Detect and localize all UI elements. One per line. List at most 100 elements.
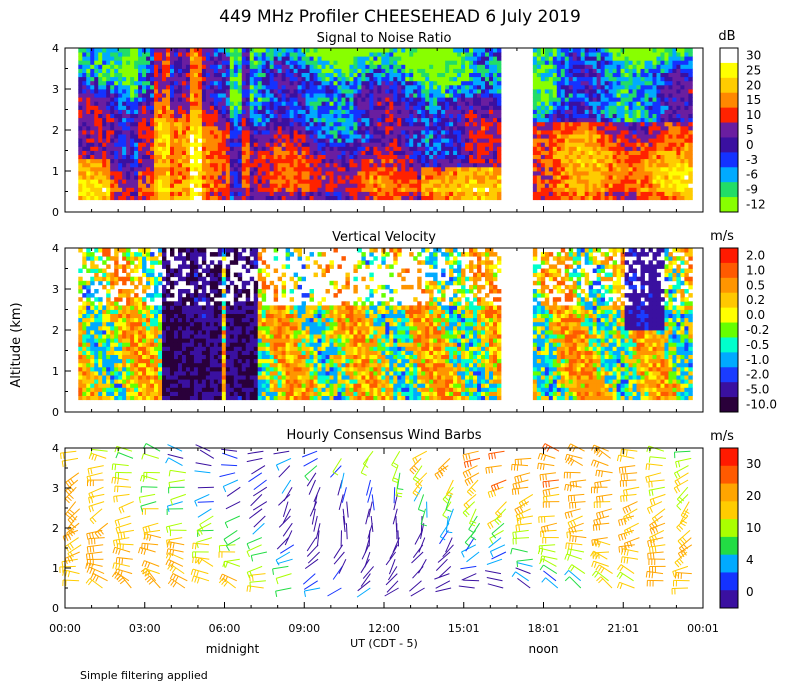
snr-cell [313, 191, 318, 196]
snr-cell [333, 154, 338, 160]
snr-cell [337, 158, 342, 164]
snr-cell [425, 195, 430, 201]
snr-cell [489, 84, 494, 90]
snr-cell [158, 89, 163, 94]
snr-cell [620, 175, 625, 180]
snr-cell [353, 93, 358, 98]
snr-cell [253, 166, 259, 172]
snr-cell [608, 105, 614, 110]
snr-cell [333, 56, 338, 61]
snr-cell [341, 105, 346, 110]
snr-cell [385, 93, 390, 98]
snr-cell [485, 72, 490, 78]
snr-cell [572, 130, 578, 135]
snr-cell [413, 142, 418, 147]
snr-cell [441, 109, 446, 114]
snr-cell [377, 80, 382, 86]
snr-cell [138, 195, 143, 201]
snr-cell [425, 97, 430, 102]
snr-cell [560, 101, 566, 106]
snr-cell [572, 80, 578, 86]
snr-cell [373, 134, 378, 139]
snr-cell [429, 76, 434, 82]
snr-cell [373, 113, 378, 119]
snr-cell [560, 150, 566, 155]
snr-cell [154, 166, 159, 172]
snr-cell [249, 191, 255, 196]
snr-cell [469, 171, 474, 176]
snr-cell [317, 76, 322, 82]
snr-cell [134, 171, 139, 176]
snr-cell [110, 138, 115, 143]
snr-cell [445, 76, 450, 82]
snr-cell [217, 187, 223, 192]
snr-cell [205, 121, 211, 127]
snr-cell [357, 109, 362, 114]
snr-cell [469, 48, 474, 53]
snr-cell [540, 162, 546, 168]
snr-cell [166, 64, 171, 69]
snr-cell [257, 84, 263, 90]
snr-cell [584, 191, 590, 196]
snr-cell [289, 150, 295, 155]
snr-cell [150, 130, 155, 135]
snr-cell [584, 179, 590, 184]
snr-cell [138, 72, 143, 78]
snr-cell [477, 138, 482, 143]
snr-cell [193, 166, 199, 172]
snr-cell [90, 130, 95, 135]
snr-cell [305, 195, 310, 201]
snr-cell [616, 72, 621, 78]
snr-cell [217, 183, 223, 188]
snr-cell [309, 158, 314, 164]
snr-cell [604, 171, 610, 176]
snr-cell [548, 166, 554, 172]
snr-cell [353, 162, 358, 168]
snr-cell [449, 48, 454, 53]
snr-cell [397, 109, 402, 114]
snr-cell [102, 56, 107, 61]
snr-cell [401, 154, 406, 160]
snr-cell [548, 195, 554, 201]
snr-cell [616, 138, 621, 143]
snr-cell [556, 68, 562, 73]
snr-cell [568, 175, 574, 180]
snr-cell [177, 117, 183, 123]
snr-cell [146, 64, 151, 69]
snr-cell [608, 72, 614, 78]
snr-cell [548, 158, 554, 164]
snr-cell [94, 84, 99, 90]
snr-cell [265, 117, 271, 123]
snr-cell [305, 166, 310, 172]
snr-cell [281, 146, 287, 151]
snr-cell [572, 109, 578, 114]
snr-cell [106, 166, 111, 172]
snr-cell [297, 150, 302, 155]
snr-cell [337, 109, 342, 114]
snr-cell [189, 80, 195, 86]
snr-cell [381, 64, 386, 69]
snr-cell [217, 60, 223, 65]
snr-cell [469, 130, 474, 135]
snr-cell [417, 93, 422, 98]
snr-cell [189, 154, 195, 160]
snr-cell [146, 68, 151, 73]
snr-cell [457, 171, 462, 176]
snr-cell [134, 162, 139, 168]
snr-cell [285, 89, 291, 94]
snr-cell [397, 138, 402, 143]
snr-cell [492, 60, 498, 65]
snr-cell [445, 166, 450, 172]
snr-cell [166, 109, 171, 114]
snr-cell [361, 109, 366, 114]
snr-cell [118, 150, 123, 155]
snr-cell [289, 76, 295, 82]
snr-cell [78, 134, 83, 139]
snr-cell [337, 97, 342, 102]
snr-cell [413, 105, 418, 110]
snr-cell [489, 48, 494, 53]
snr-cell [301, 191, 306, 196]
snr-cell [481, 97, 486, 102]
snr-cell [229, 179, 235, 184]
snr-cell [437, 109, 442, 114]
